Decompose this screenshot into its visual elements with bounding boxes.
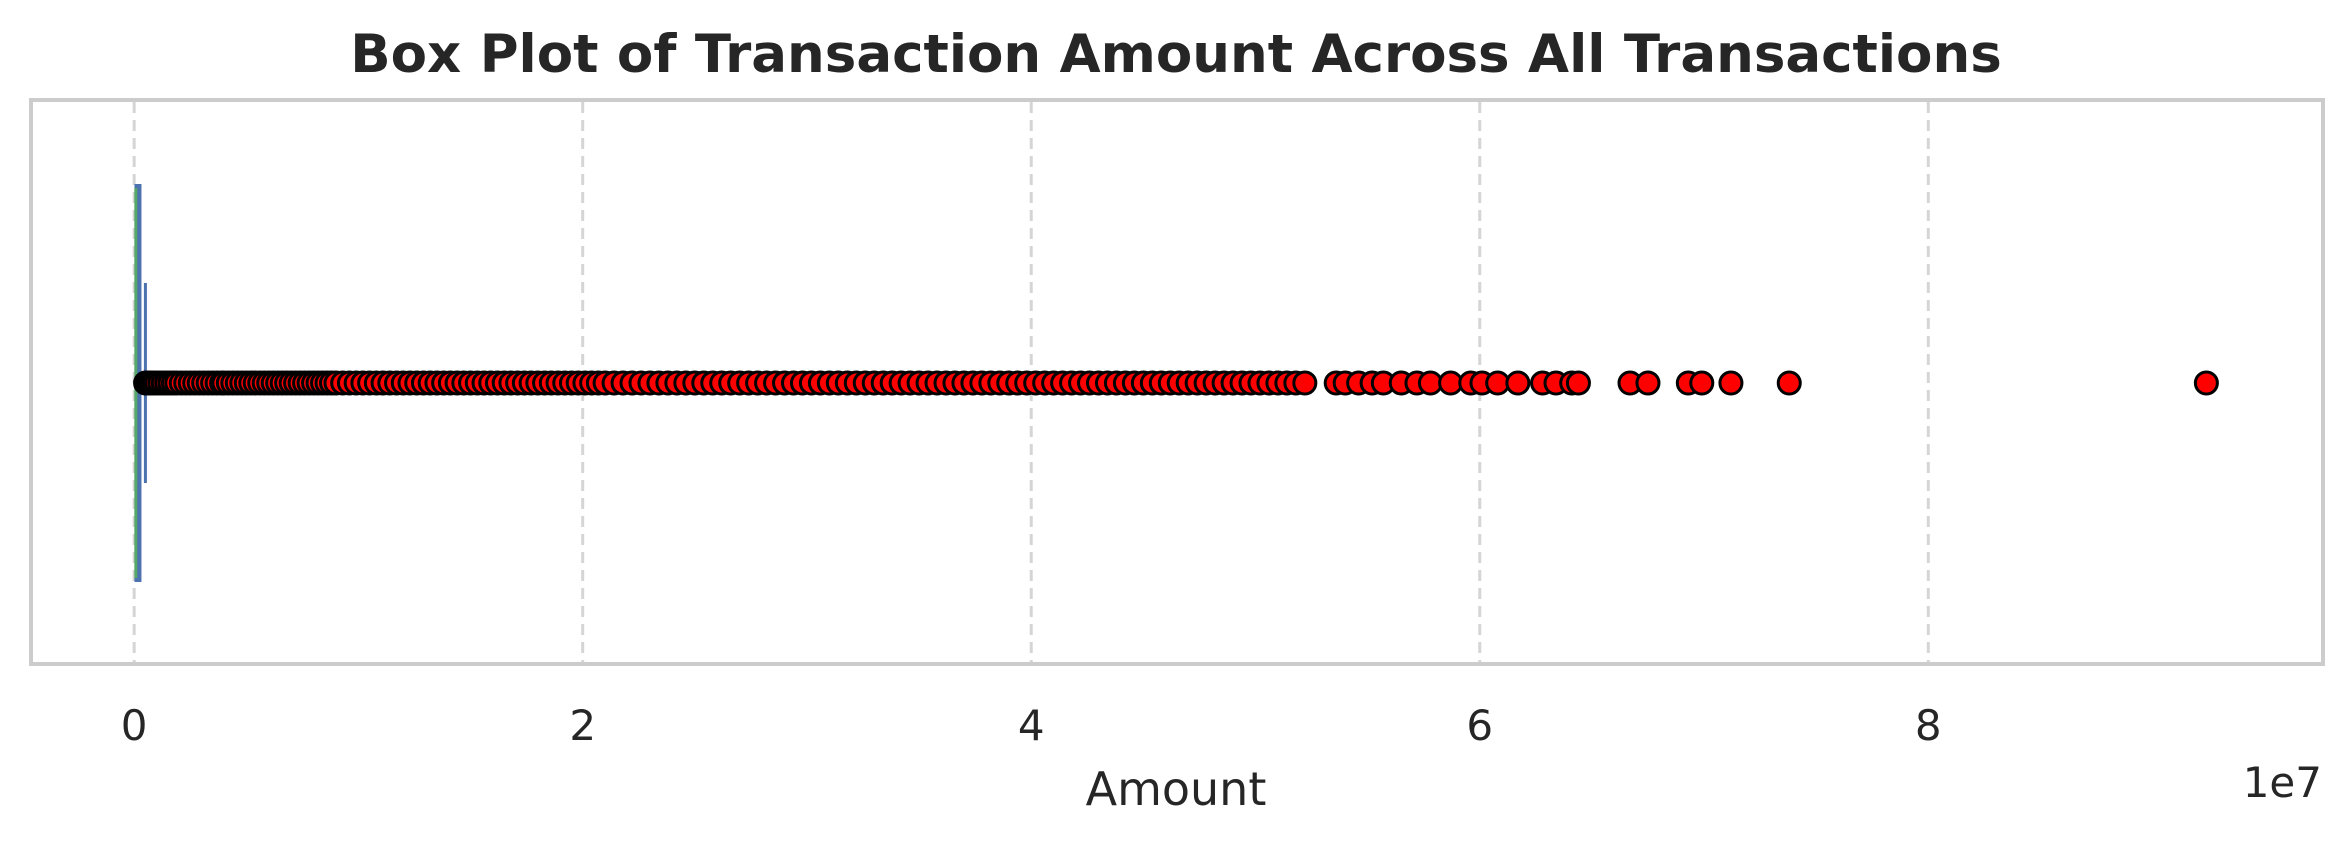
outlier-points <box>133 370 2219 396</box>
x-axis-ticks: 0 2 4 6 8 <box>121 701 1942 750</box>
x-axis-offset-label: 1e7 <box>2243 758 2322 807</box>
outlier-point <box>1689 370 1715 396</box>
chart-title: Box Plot of Transaction Amount Across Al… <box>350 24 2002 85</box>
x-tick-label: 2 <box>569 701 596 750</box>
outlier-point <box>2193 370 2219 396</box>
outlier-point <box>1718 370 1744 396</box>
outlier-point <box>1292 370 1318 396</box>
outlier-point <box>1776 370 1802 396</box>
outlier-point <box>1505 370 1531 396</box>
outlier-point <box>1635 370 1661 396</box>
x-axis-label: Amount <box>1086 762 1267 816</box>
outlier-point <box>1565 370 1591 396</box>
x-tick-label: 8 <box>1915 701 1942 750</box>
x-tick-label: 4 <box>1018 701 1045 750</box>
x-tick-label: 6 <box>1466 701 1493 750</box>
x-tick-label: 0 <box>121 701 148 750</box>
